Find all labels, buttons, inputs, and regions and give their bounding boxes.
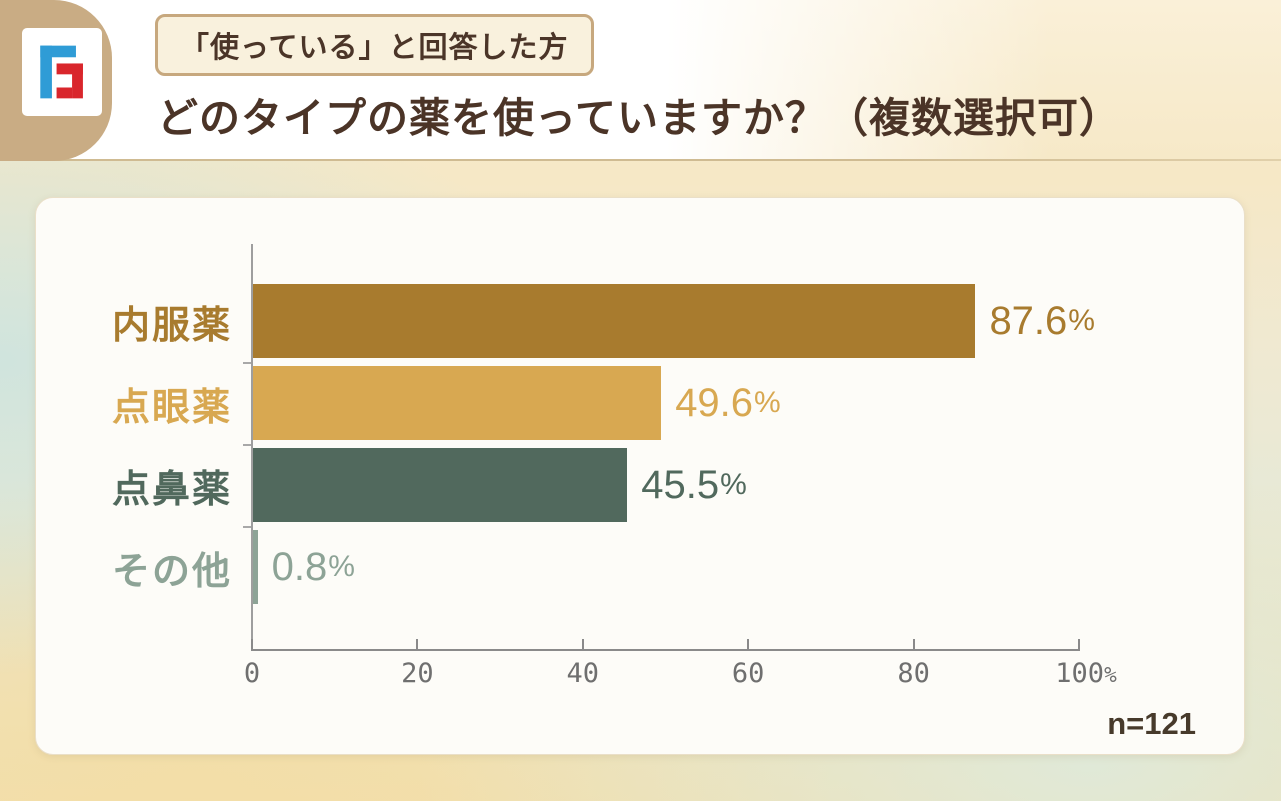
x-axis-tick: [1078, 639, 1080, 649]
y-axis-tick: [243, 526, 251, 528]
x-axis-tick: [912, 639, 915, 649]
bar: [251, 366, 662, 440]
percent-sign: %: [720, 468, 747, 501]
x-axis-tick-label: 20: [401, 658, 434, 689]
bar: [251, 284, 976, 358]
chart-row: その他 0.8%: [36, 530, 1244, 604]
brand-monogram-icon: [40, 45, 83, 99]
chart-card: 内服薬 87.6% 点眼薬 49.6% 点鼻薬 45.5% その他 0.8% 0 20 40 60 80…: [35, 197, 1245, 755]
sample-size-label: n=121: [1107, 706, 1196, 741]
x-axis-tick-label: 0: [243, 658, 261, 689]
y-axis-tick: [243, 362, 251, 364]
category-label: 内服薬: [111, 304, 232, 347]
chart-row: 点眼薬 49.6%: [36, 366, 1244, 440]
x-axis-tick: [581, 639, 584, 649]
value-label: 0.8%: [271, 544, 355, 589]
y-axis-line: [251, 244, 253, 651]
chart-row: 内服薬 87.6%: [36, 284, 1244, 358]
value-label: 87.6%: [989, 298, 1095, 343]
y-axis-tick: [243, 444, 251, 446]
respondent-filter-badge: 「使っている」と回答した方: [155, 14, 594, 76]
x-axis-line: [251, 649, 1080, 651]
percent-sign: %: [1068, 304, 1095, 337]
percent-sign: %: [754, 386, 781, 419]
x-axis-tick: [747, 639, 750, 649]
bar: [251, 530, 258, 604]
header-divider: [0, 159, 1281, 161]
category-label: 点鼻薬: [111, 468, 232, 511]
percent-sign: %: [328, 550, 355, 583]
x-axis-tick: [251, 639, 253, 649]
brand-logo: [22, 28, 102, 116]
x-axis-tick-label: 100%: [1055, 658, 1117, 689]
value-label: 49.6%: [675, 380, 781, 425]
category-label: その他: [111, 550, 232, 593]
value-label: 45.5%: [641, 462, 747, 507]
category-label: 点眼薬: [111, 386, 232, 429]
chart-row: 点鼻薬 45.5%: [36, 448, 1244, 522]
x-axis-tick-label: 60: [731, 658, 765, 689]
x-axis-tick-label: 80: [897, 658, 930, 689]
axis-percent-suffix: %: [1104, 663, 1117, 687]
bar: [251, 448, 628, 522]
page-title: どのタイプの薬を使っていますか？（複数選択可）: [157, 95, 1121, 141]
x-axis-tick: [416, 639, 419, 649]
x-axis-tick-label: 40: [566, 658, 600, 689]
